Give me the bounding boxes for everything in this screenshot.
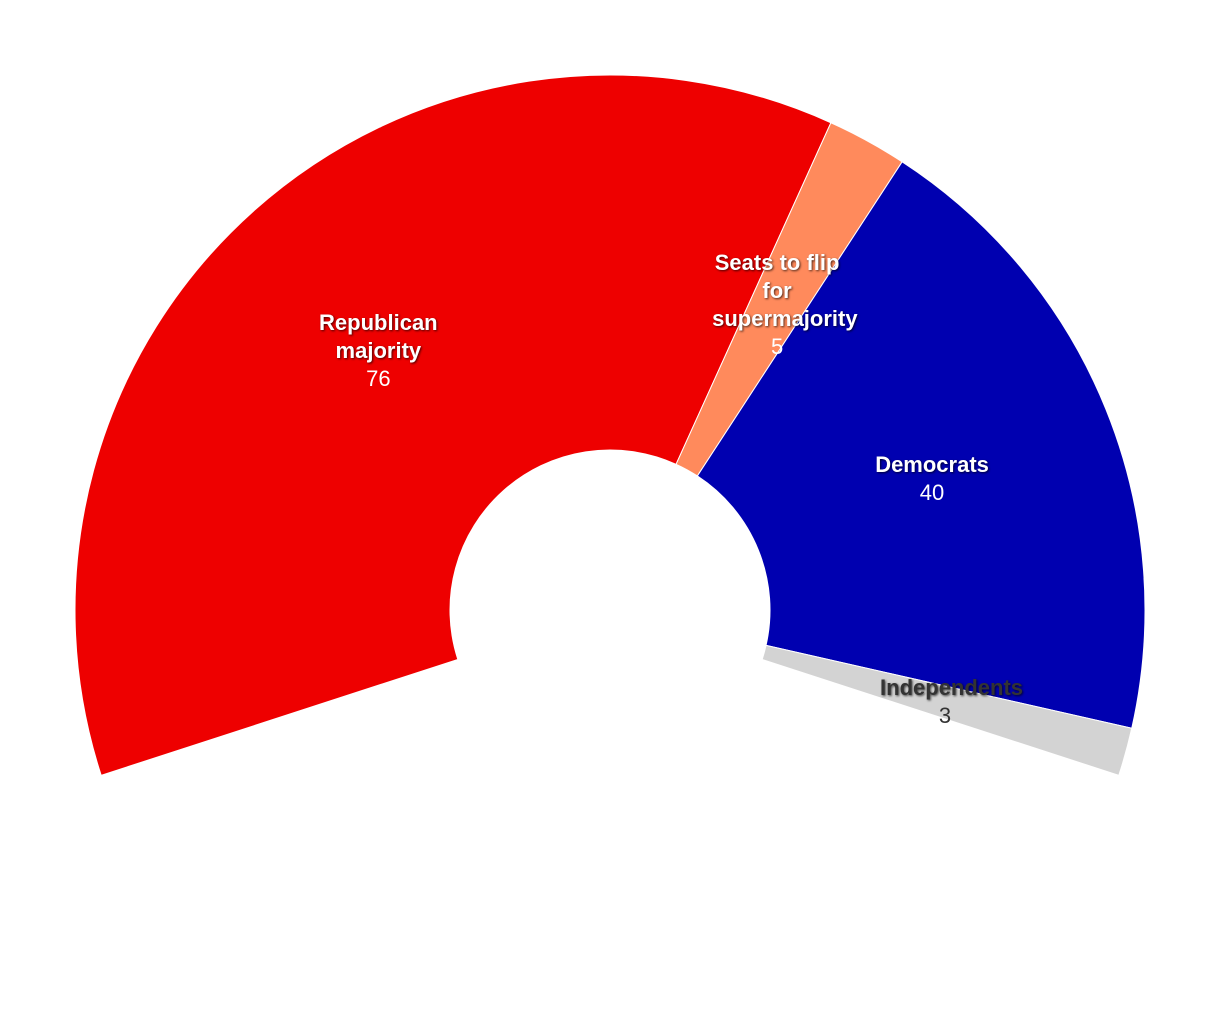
value-label: 3 [938,703,952,729]
value-label: 76 [366,365,391,391]
segment [761,644,1133,776]
category-label: Independents [880,675,1024,701]
segment-label: Republican majority 76 [313,309,443,393]
category-label: Seats to flip for supermajority [712,250,858,332]
segment-label: Independents 3 [880,674,1024,730]
value-label: 5 [770,334,784,360]
segment [696,161,1146,729]
segment [74,74,832,776]
segment-label: Seats to flip for supermajority 5 [712,249,858,361]
value-label: 40 [919,480,945,506]
category-label: Democrats [875,452,989,478]
segment-label: Democrats 40 [867,451,997,507]
category-label: Republican majority [319,309,438,363]
